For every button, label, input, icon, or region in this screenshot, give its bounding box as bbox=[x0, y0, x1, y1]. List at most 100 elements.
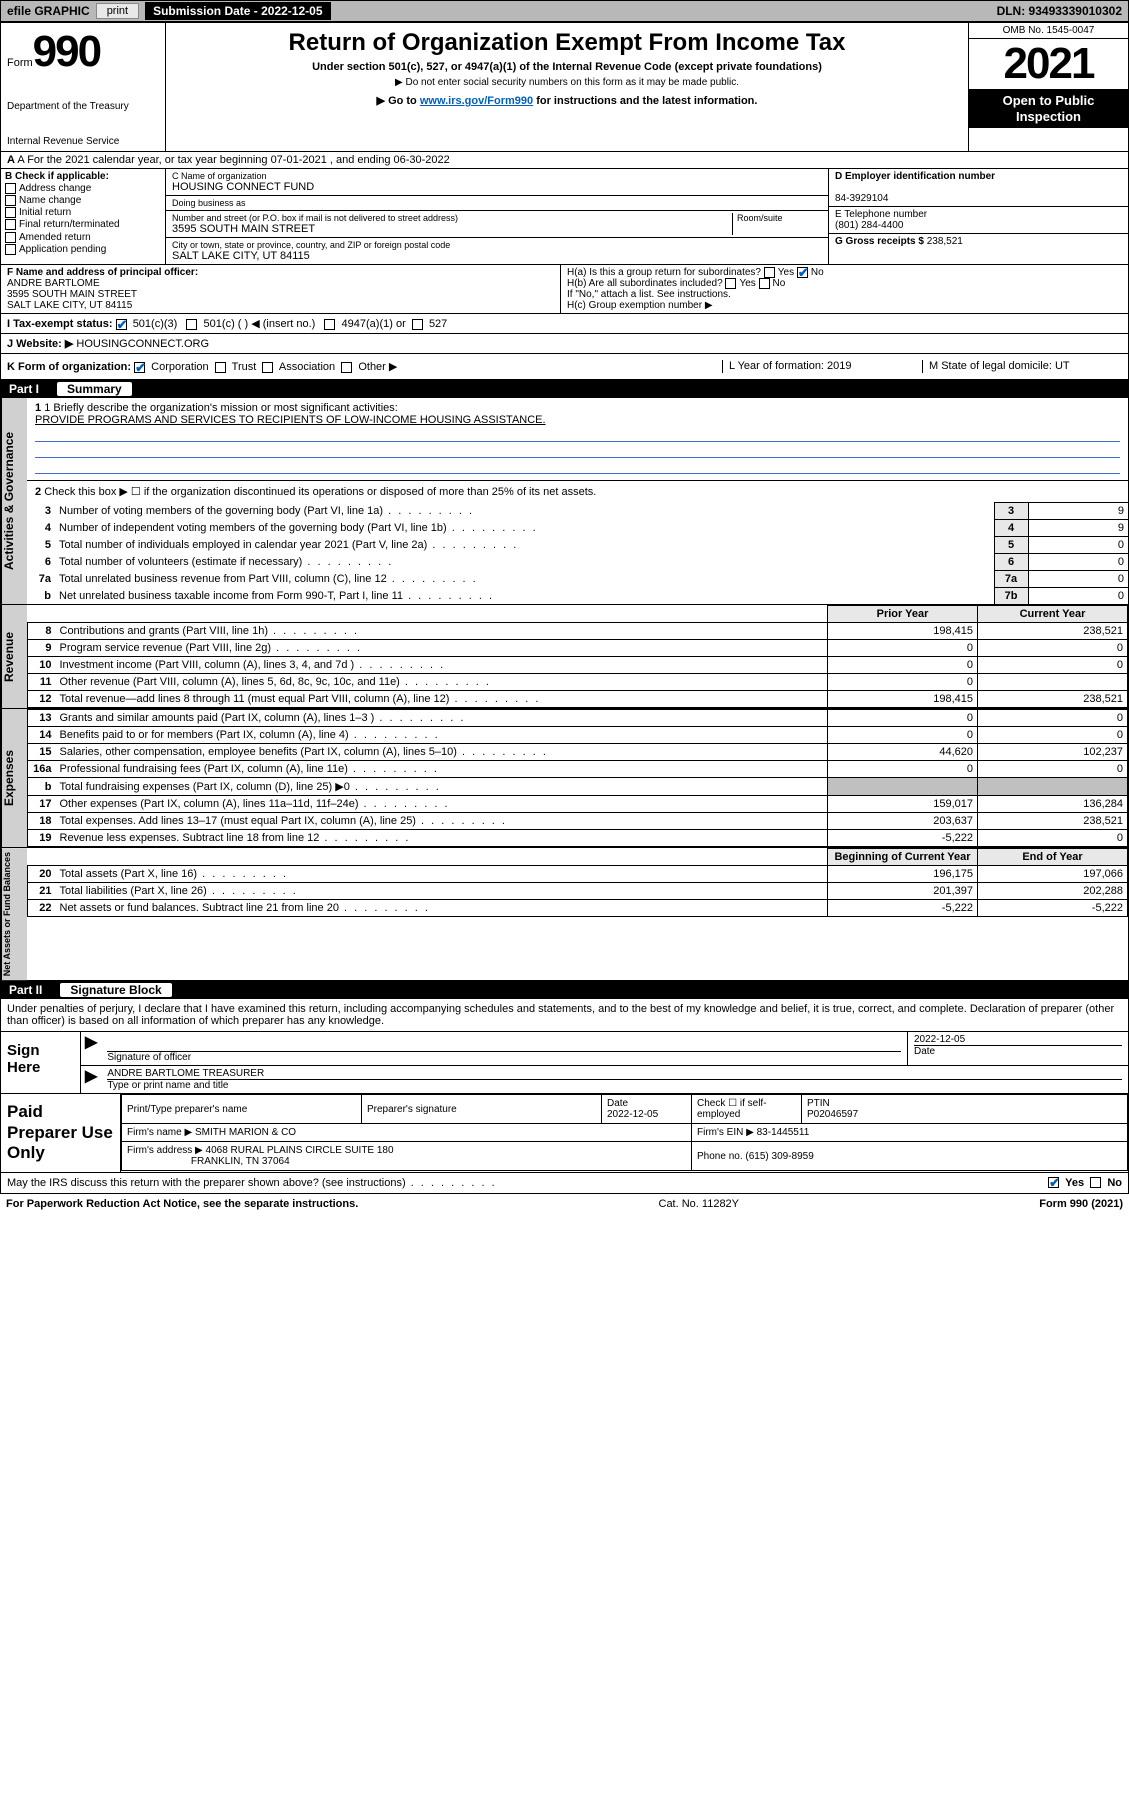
top-toolbar: efile GRAPHIC print Submission Date - 20… bbox=[0, 0, 1129, 22]
table-row: 7aTotal unrelated business revenue from … bbox=[27, 571, 1128, 588]
gross-receipts: 238,521 bbox=[927, 236, 963, 247]
chk-amended[interactable]: Amended return bbox=[5, 232, 161, 243]
chk-discuss-yes[interactable] bbox=[1048, 1177, 1059, 1188]
tax-year: 2021 bbox=[969, 39, 1128, 89]
part1-governance: Activities & Governance 1 1 Briefly desc… bbox=[1, 398, 1128, 605]
vtab-netassets: Net Assets or Fund Balances bbox=[1, 848, 27, 980]
chk-app-pending[interactable]: Application pending bbox=[5, 244, 161, 255]
revenue-table: Prior YearCurrent Year 8Contributions an… bbox=[27, 605, 1128, 708]
entity-block: B Check if applicable: Address change Na… bbox=[1, 169, 1128, 265]
table-row: 12Total revenue—add lines 8 through 11 (… bbox=[28, 691, 1128, 708]
irs-link[interactable]: www.irs.gov/Form990 bbox=[420, 95, 533, 107]
row-i-tax-exempt: I Tax-exempt status: 501(c)(3) 501(c) ( … bbox=[1, 314, 1128, 334]
table-row: 19Revenue less expenses. Subtract line 1… bbox=[28, 830, 1128, 847]
part1-header: Part I Summary bbox=[1, 380, 1128, 398]
open-to-public: Open to Public Inspection bbox=[969, 89, 1128, 128]
state-domicile: M State of legal domicile: UT bbox=[922, 360, 1122, 373]
vtab-governance: Activities & Governance bbox=[1, 398, 27, 604]
chk-discuss-no[interactable] bbox=[1090, 1177, 1101, 1188]
table-row: 4Number of independent voting members of… bbox=[27, 520, 1128, 537]
chk-corporation[interactable] bbox=[134, 362, 145, 373]
preparer-table: Print/Type preparer's name Preparer's si… bbox=[121, 1094, 1128, 1171]
sign-here-label: Sign Here bbox=[1, 1032, 81, 1093]
col-c-name-address: C Name of organization HOUSING CONNECT F… bbox=[166, 169, 828, 264]
org-name: HOUSING CONNECT FUND bbox=[172, 181, 314, 193]
table-row: 20Total assets (Part X, line 16)196,1751… bbox=[28, 866, 1128, 883]
dln-label: DLN: 93493339010302 bbox=[991, 4, 1128, 18]
table-row: 6Total number of volunteers (estimate if… bbox=[27, 554, 1128, 571]
header-title-block: Return of Organization Exempt From Incom… bbox=[166, 23, 968, 151]
form-number: Form 990 bbox=[7, 27, 159, 77]
chk-501c3[interactable] bbox=[116, 319, 127, 330]
form-ref: Form 990 (2021) bbox=[1039, 1198, 1123, 1210]
mission-block: 1 1 Briefly describe the organization's … bbox=[27, 398, 1128, 481]
chk-final-return[interactable]: Final return/terminated bbox=[5, 219, 161, 230]
col-b-checkboxes: B Check if applicable: Address change Na… bbox=[1, 169, 166, 264]
page-footer: For Paperwork Reduction Act Notice, see … bbox=[0, 1194, 1129, 1214]
table-row: 16aProfessional fundraising fees (Part I… bbox=[28, 761, 1128, 778]
part1-revenue: Revenue Prior YearCurrent Year 8Contribu… bbox=[1, 605, 1128, 709]
chk-name-change[interactable]: Name change bbox=[5, 195, 161, 206]
arrow-icon: ▶ bbox=[81, 1066, 101, 1093]
form-subtitle: Under section 501(c), 527, or 4947(a)(1)… bbox=[174, 61, 960, 73]
ein: 84-3929104 bbox=[835, 193, 888, 204]
table-row: 13Grants and similar amounts paid (Part … bbox=[28, 710, 1128, 727]
paid-preparer-block: Paid Preparer Use Only Print/Type prepar… bbox=[1, 1094, 1128, 1172]
table-row: 9Program service revenue (Part VIII, lin… bbox=[28, 640, 1128, 657]
part1-netassets: Net Assets or Fund Balances Beginning of… bbox=[1, 848, 1128, 981]
table-row: 8Contributions and grants (Part VIII, li… bbox=[28, 623, 1128, 640]
table-row: 18Total expenses. Add lines 13–17 (must … bbox=[28, 813, 1128, 830]
row-f-h: F Name and address of principal officer:… bbox=[1, 265, 1128, 314]
table-row: bNet unrelated business taxable income f… bbox=[27, 588, 1128, 605]
table-row: 11Other revenue (Part VIII, column (A), … bbox=[28, 674, 1128, 691]
table-row: 22Net assets or fund balances. Subtract … bbox=[28, 900, 1128, 917]
header-left: Form 990 Department of the Treasury Inte… bbox=[1, 23, 166, 151]
table-row: 10Investment income (Part VIII, column (… bbox=[28, 657, 1128, 674]
phone: (801) 284-4400 bbox=[835, 220, 903, 231]
print-button[interactable]: print bbox=[96, 3, 139, 19]
principal-officer: F Name and address of principal officer:… bbox=[1, 265, 561, 313]
instructions-link-line: ▶ Go to www.irs.gov/Form990 for instruct… bbox=[174, 94, 960, 107]
group-return: H(a) Is this a group return for subordin… bbox=[561, 265, 1128, 313]
ptin: P02046597 bbox=[807, 1109, 858, 1120]
form-header: Form 990 Department of the Treasury Inte… bbox=[1, 23, 1128, 152]
form-title: Return of Organization Exempt From Incom… bbox=[174, 29, 960, 57]
form-990: Form 990 Department of the Treasury Inte… bbox=[0, 22, 1129, 1194]
table-row: 21Total liabilities (Part X, line 26)201… bbox=[28, 883, 1128, 900]
part1-expenses: Expenses 13Grants and similar amounts pa… bbox=[1, 709, 1128, 848]
table-row: 15Salaries, other compensation, employee… bbox=[28, 744, 1128, 761]
discuss-row: May the IRS discuss this return with the… bbox=[1, 1173, 1128, 1193]
ssn-warning: ▶ Do not enter social security numbers o… bbox=[174, 77, 960, 88]
submission-date: Submission Date - 2022-12-05 bbox=[145, 2, 330, 20]
arrow-icon: ▶ bbox=[81, 1032, 101, 1065]
perjury-statement: Under penalties of perjury, I declare th… bbox=[1, 999, 1128, 1031]
omb-number: OMB No. 1545-0047 bbox=[969, 23, 1128, 39]
dept-treasury: Department of the Treasury Internal Reve… bbox=[7, 77, 159, 147]
cat-no: Cat. No. 11282Y bbox=[358, 1198, 1039, 1210]
chk-initial-return[interactable]: Initial return bbox=[5, 207, 161, 218]
header-right: OMB No. 1545-0047 2021 Open to Public In… bbox=[968, 23, 1128, 151]
chk-address-change[interactable]: Address change bbox=[5, 183, 161, 194]
paperwork-notice: For Paperwork Reduction Act Notice, see … bbox=[6, 1198, 358, 1210]
netassets-table: Beginning of Current YearEnd of Year 20T… bbox=[27, 848, 1128, 917]
firm-ein: 83-1445511 bbox=[757, 1127, 810, 1138]
firm-name: SMITH MARION & CO bbox=[195, 1127, 296, 1138]
row-k-org-form: K Form of organization: Corporation Trus… bbox=[1, 354, 1128, 380]
row-j-website: J Website: ▶ HOUSINGCONNECT.ORG bbox=[1, 334, 1128, 354]
table-row: 14Benefits paid to or for members (Part … bbox=[28, 727, 1128, 744]
website: HOUSINGCONNECT.ORG bbox=[76, 338, 209, 350]
org-street: 3595 SOUTH MAIN STREET bbox=[172, 223, 315, 235]
table-row: 5Total number of individuals employed in… bbox=[27, 537, 1128, 554]
vtab-revenue: Revenue bbox=[1, 605, 27, 708]
officer-name: ANDRE BARTLOME TREASURER bbox=[107, 1068, 1122, 1079]
paid-preparer-label: Paid Preparer Use Only bbox=[1, 1094, 121, 1171]
mission-text: PROVIDE PROGRAMS AND SERVICES TO RECIPIE… bbox=[35, 414, 546, 426]
table-row: 17Other expenses (Part IX, column (A), l… bbox=[28, 796, 1128, 813]
table-row: 3Number of voting members of the governi… bbox=[27, 503, 1128, 520]
efile-label: efile GRAPHIC bbox=[1, 4, 96, 18]
governance-table: 3Number of voting members of the governi… bbox=[27, 502, 1128, 604]
year-formation: L Year of formation: 2019 bbox=[722, 360, 922, 373]
firm-phone: (615) 309-8959 bbox=[745, 1151, 813, 1162]
org-city: SALT LAKE CITY, UT 84115 bbox=[172, 250, 310, 262]
vtab-expenses: Expenses bbox=[1, 709, 27, 847]
